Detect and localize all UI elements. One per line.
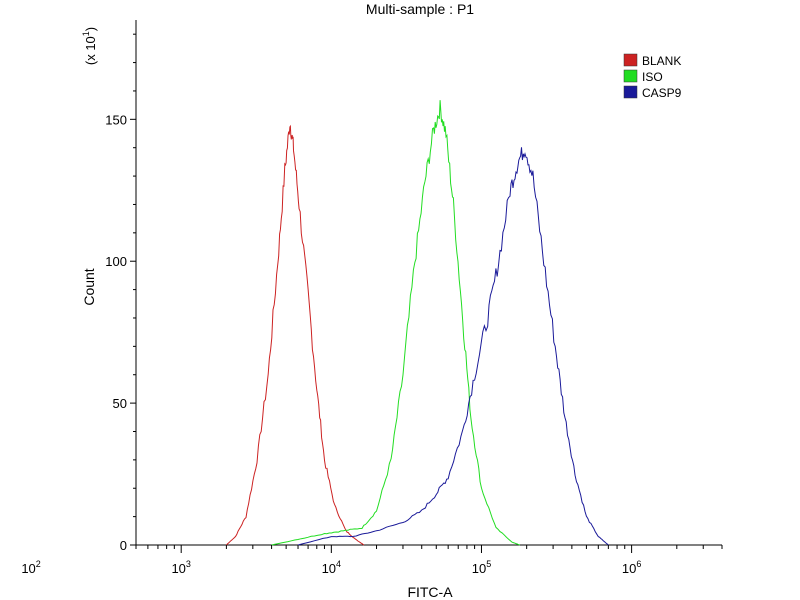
y-tick-label: 100 bbox=[105, 254, 127, 269]
y-tick-label: 0 bbox=[120, 538, 127, 553]
plot-area bbox=[135, 20, 722, 546]
x-axis-label: FITC-A bbox=[407, 584, 453, 600]
series-layer bbox=[226, 100, 609, 546]
y-tick-label: 150 bbox=[105, 112, 127, 127]
x-tick-label: 106 bbox=[622, 559, 641, 576]
x-tick-label: 103 bbox=[171, 559, 190, 576]
axes-layer: 0 50 100 150 102 103 104 105 106 bbox=[21, 33, 723, 576]
legend: BLANK ISO CASP9 bbox=[623, 53, 682, 100]
legend-swatch-casp9 bbox=[623, 85, 638, 99]
legend-swatch-blank bbox=[623, 53, 638, 67]
x-tick-label: 105 bbox=[472, 559, 491, 576]
y-axis-label: Count bbox=[81, 268, 97, 305]
series-line-blank bbox=[226, 124, 365, 546]
chart-title: Multi-sample : P1 bbox=[366, 1, 474, 17]
x-tick-label: 104 bbox=[322, 559, 341, 576]
legend-label-iso: ISO bbox=[642, 70, 663, 84]
y-multiplier-label: (x 101) bbox=[81, 27, 98, 65]
y-tick-label: 50 bbox=[113, 396, 127, 411]
x-tick-label: 102 bbox=[21, 559, 40, 576]
series-line-casp9 bbox=[297, 147, 609, 546]
series-line-iso bbox=[271, 100, 520, 546]
legend-label-casp9: CASP9 bbox=[642, 86, 682, 100]
legend-label-blank: BLANK bbox=[642, 54, 681, 68]
legend-swatch-iso bbox=[623, 69, 638, 83]
